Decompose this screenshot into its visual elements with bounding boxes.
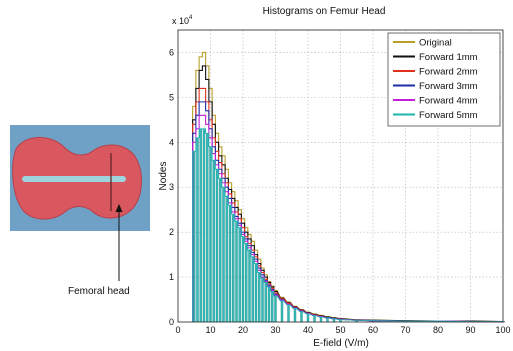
arrow-head — [115, 204, 123, 212]
bar-forward-5mm-29 — [271, 291, 274, 323]
x-tick-label-40: 40 — [303, 325, 313, 335]
bar-forward-5mm-28 — [267, 286, 271, 323]
x-tick-label-100: 100 — [495, 325, 510, 335]
legend: Original Forward 1mm Forward 2mm Forward 3m… — [387, 32, 501, 127]
legend-label-2: Forward 2mm — [419, 67, 478, 78]
x-tick-label-10: 10 — [205, 325, 215, 335]
x-tick-label-60: 60 — [368, 325, 378, 335]
y-tick-label-4: 4 — [169, 137, 174, 147]
x-tick-label-90: 90 — [465, 325, 475, 335]
bar-forward-5mm-36 — [293, 308, 297, 323]
x-tick-label-80: 80 — [433, 325, 443, 335]
legend-label-1: Forward 1mm — [419, 52, 478, 63]
bar-forward-5mm-11 — [212, 160, 215, 323]
x-tick-label-0: 0 — [175, 325, 180, 335]
bar-forward-5mm-38 — [300, 311, 303, 323]
bar-forward-5mm-44 — [319, 316, 323, 323]
bar-forward-5mm-10 — [209, 146, 212, 323]
chart-title: Histograms on Femur Head — [263, 6, 386, 17]
bar-forward-5mm-27 — [264, 282, 267, 323]
bar-forward-5mm-7 — [199, 128, 202, 323]
x-tick-label-50: 50 — [335, 325, 345, 335]
y-tick-label-3: 3 — [169, 182, 174, 192]
bar-forward-5mm-15 — [225, 196, 228, 323]
y-tick-label-0: 0 — [169, 317, 174, 327]
bar-forward-5mm-24 — [254, 263, 258, 323]
bar-forward-5mm-42 — [313, 315, 316, 323]
plot-frame — [177, 29, 504, 323]
bar-forward-5mm-12 — [215, 169, 219, 323]
legend-label-5: Forward 5mm — [419, 110, 478, 121]
y-multiplier-exponent: 4 — [189, 15, 193, 21]
x-tick-label-20: 20 — [238, 325, 248, 335]
y-tick-label-2: 2 — [169, 227, 174, 237]
femur-inset — [10, 125, 150, 231]
bar-forward-5mm-17 — [232, 214, 235, 323]
bar-forward-5mm-46 — [326, 317, 329, 323]
legend-label-4: Forward 4mm — [419, 96, 478, 107]
bar-forward-5mm-20 — [241, 236, 245, 323]
bar-forward-5mm-26 — [261, 277, 264, 323]
bar-forward-5mm-25 — [258, 272, 261, 323]
pointer-arrow — [115, 204, 123, 281]
legend-box — [387, 32, 501, 127]
y-multiplier-base: x 10 — [172, 16, 189, 26]
bar-forward-5mm-14 — [222, 187, 225, 323]
x-axis-label: E-field (V/m) — [313, 338, 369, 349]
bar-forward-5mm-18 — [235, 220, 238, 323]
bar-forward-5mm-40 — [306, 313, 310, 323]
bar-forward-5mm-9 — [206, 133, 209, 323]
bar-forward-5mm-22 — [248, 249, 251, 323]
y-tick-label-5: 5 — [169, 92, 174, 102]
bar-forward-5mm-19 — [238, 227, 241, 323]
y-tick-label-6: 6 — [169, 47, 174, 57]
bar-forward-5mm-34 — [287, 304, 290, 323]
y-multiplier: x 104 — [172, 15, 193, 26]
bar-forward-5mm-23 — [251, 256, 254, 323]
bar-forward-5mm-30 — [274, 295, 277, 323]
y-tick-label-1: 1 — [169, 272, 174, 282]
femoral-head-label: Femoral head — [68, 286, 130, 297]
bar-forward-5mm-8 — [202, 128, 206, 323]
y-axis-label: Nodes — [158, 162, 169, 191]
bar-forward-5mm-5 — [193, 151, 196, 323]
legend-label-3: Forward 3mm — [419, 81, 478, 92]
x-tick-label-30: 30 — [270, 325, 280, 335]
series-outline-5 — [192, 128, 505, 323]
axis-ticks: 0 10 20 30 40 50 60 70 80 90 100 0 1 2 3 4 5 6 — [169, 47, 511, 335]
legend-label-0: Original — [419, 38, 452, 49]
bar-forward-5mm-13 — [219, 178, 222, 323]
x-tick-label-70: 70 — [400, 325, 410, 335]
bar-forward-5mm-32 — [280, 300, 284, 323]
bar-forward-5mm-16 — [228, 205, 232, 323]
histogram-outlines — [192, 51, 505, 323]
medullary-canal — [22, 176, 126, 182]
bar-forward-5mm-6 — [196, 137, 199, 323]
bar-forward-5mm-21 — [245, 243, 248, 323]
